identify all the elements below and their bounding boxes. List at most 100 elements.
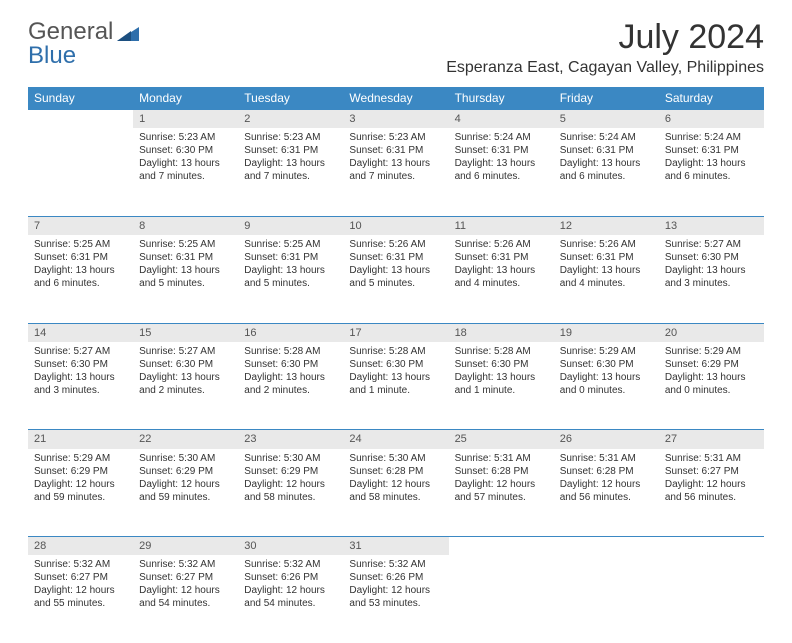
daylight-text: Daylight: 13 hours <box>349 157 442 170</box>
day-content-cell: Sunrise: 5:32 AMSunset: 6:27 PMDaylight:… <box>133 555 238 643</box>
day-content-cell: Sunrise: 5:24 AMSunset: 6:31 PMDaylight:… <box>659 128 764 216</box>
sunrise-text: Sunrise: 5:29 AM <box>560 345 653 358</box>
day-content-cell: Sunrise: 5:28 AMSunset: 6:30 PMDaylight:… <box>449 342 554 430</box>
sunrise-text: Sunrise: 5:26 AM <box>349 238 442 251</box>
day-number-cell <box>554 537 659 556</box>
day-content-row: Sunrise: 5:32 AMSunset: 6:27 PMDaylight:… <box>28 555 764 643</box>
day-number-cell: 26 <box>554 430 659 449</box>
day-number-cell: 15 <box>133 323 238 342</box>
day-number-cell <box>659 537 764 556</box>
day-content-cell: Sunrise: 5:25 AMSunset: 6:31 PMDaylight:… <box>133 235 238 323</box>
sunrise-text: Sunrise: 5:31 AM <box>665 452 758 465</box>
day-content-cell: Sunrise: 5:25 AMSunset: 6:31 PMDaylight:… <box>28 235 133 323</box>
sunset-text: Sunset: 6:29 PM <box>34 465 127 478</box>
daylight-text: Daylight: 13 hours <box>560 157 653 170</box>
sunrise-text: Sunrise: 5:26 AM <box>560 238 653 251</box>
daynum-row: 21222324252627 <box>28 430 764 449</box>
daylight-text: and 54 minutes. <box>139 597 232 610</box>
daylight-text: Daylight: 12 hours <box>349 478 442 491</box>
sunrise-text: Sunrise: 5:30 AM <box>349 452 442 465</box>
daylight-text: and 6 minutes. <box>34 277 127 290</box>
day-number-cell: 24 <box>343 430 448 449</box>
day-number-cell: 12 <box>554 216 659 235</box>
sunset-text: Sunset: 6:31 PM <box>244 251 337 264</box>
daylight-text: Daylight: 13 hours <box>244 157 337 170</box>
sunrise-text: Sunrise: 5:28 AM <box>244 345 337 358</box>
daylight-text: Daylight: 13 hours <box>665 371 758 384</box>
daylight-text: and 3 minutes. <box>665 277 758 290</box>
daylight-text: Daylight: 12 hours <box>665 478 758 491</box>
daylight-text: Daylight: 13 hours <box>455 264 548 277</box>
weekday-header: Thursday <box>449 87 554 110</box>
day-content-cell: Sunrise: 5:32 AMSunset: 6:26 PMDaylight:… <box>343 555 448 643</box>
day-content-cell: Sunrise: 5:24 AMSunset: 6:31 PMDaylight:… <box>449 128 554 216</box>
day-content-cell <box>659 555 764 643</box>
daylight-text: and 0 minutes. <box>560 384 653 397</box>
logo-triangle-icon <box>117 23 139 41</box>
day-content-cell: Sunrise: 5:27 AMSunset: 6:30 PMDaylight:… <box>659 235 764 323</box>
sunset-text: Sunset: 6:31 PM <box>349 251 442 264</box>
daylight-text: Daylight: 12 hours <box>244 478 337 491</box>
weekday-header: Friday <box>554 87 659 110</box>
day-number-cell: 3 <box>343 110 448 129</box>
day-number-cell: 16 <box>238 323 343 342</box>
day-number-cell: 17 <box>343 323 448 342</box>
sunrise-text: Sunrise: 5:28 AM <box>455 345 548 358</box>
weekday-header: Wednesday <box>343 87 448 110</box>
sunset-text: Sunset: 6:30 PM <box>665 251 758 264</box>
day-content-cell: Sunrise: 5:30 AMSunset: 6:29 PMDaylight:… <box>133 449 238 537</box>
day-content-cell: Sunrise: 5:23 AMSunset: 6:31 PMDaylight:… <box>343 128 448 216</box>
sunset-text: Sunset: 6:27 PM <box>139 571 232 584</box>
daylight-text: and 56 minutes. <box>560 491 653 504</box>
daylight-text: and 6 minutes. <box>455 170 548 183</box>
daylight-text: and 1 minute. <box>455 384 548 397</box>
daylight-text: Daylight: 12 hours <box>455 478 548 491</box>
day-number-cell: 25 <box>449 430 554 449</box>
weekday-header: Monday <box>133 87 238 110</box>
title-block: July 2024 Esperanza East, Cagayan Valley… <box>446 18 764 77</box>
weekday-header: Tuesday <box>238 87 343 110</box>
daylight-text: and 0 minutes. <box>665 384 758 397</box>
day-content-cell: Sunrise: 5:27 AMSunset: 6:30 PMDaylight:… <box>28 342 133 430</box>
sunset-text: Sunset: 6:28 PM <box>455 465 548 478</box>
day-number-cell: 29 <box>133 537 238 556</box>
sunrise-text: Sunrise: 5:30 AM <box>244 452 337 465</box>
sunrise-text: Sunrise: 5:28 AM <box>349 345 442 358</box>
daylight-text: and 1 minute. <box>349 384 442 397</box>
day-content-cell: Sunrise: 5:26 AMSunset: 6:31 PMDaylight:… <box>343 235 448 323</box>
daylight-text: Daylight: 13 hours <box>560 264 653 277</box>
sunrise-text: Sunrise: 5:23 AM <box>244 131 337 144</box>
sunrise-text: Sunrise: 5:23 AM <box>349 131 442 144</box>
sunrise-text: Sunrise: 5:32 AM <box>139 558 232 571</box>
location-text: Esperanza East, Cagayan Valley, Philippi… <box>446 59 764 77</box>
day-number-cell: 7 <box>28 216 133 235</box>
day-content-cell <box>449 555 554 643</box>
daylight-text: Daylight: 13 hours <box>455 157 548 170</box>
day-number-cell: 18 <box>449 323 554 342</box>
daylight-text: Daylight: 12 hours <box>560 478 653 491</box>
page-header: General July 2024 Esperanza East, Cagaya… <box>0 0 792 81</box>
sunset-text: Sunset: 6:27 PM <box>665 465 758 478</box>
day-content-cell: Sunrise: 5:31 AMSunset: 6:28 PMDaylight:… <box>449 449 554 537</box>
sunset-text: Sunset: 6:31 PM <box>349 144 442 157</box>
sunset-text: Sunset: 6:30 PM <box>244 358 337 371</box>
daylight-text: Daylight: 12 hours <box>34 584 127 597</box>
weekday-header: Sunday <box>28 87 133 110</box>
day-content-cell: Sunrise: 5:28 AMSunset: 6:30 PMDaylight:… <box>343 342 448 430</box>
day-content-cell: Sunrise: 5:27 AMSunset: 6:30 PMDaylight:… <box>133 342 238 430</box>
sunrise-text: Sunrise: 5:24 AM <box>560 131 653 144</box>
day-number-cell: 8 <box>133 216 238 235</box>
day-content-cell: Sunrise: 5:31 AMSunset: 6:27 PMDaylight:… <box>659 449 764 537</box>
sunset-text: Sunset: 6:31 PM <box>455 144 548 157</box>
daylight-text: and 7 minutes. <box>139 170 232 183</box>
daylight-text: and 59 minutes. <box>139 491 232 504</box>
daylight-text: Daylight: 13 hours <box>349 371 442 384</box>
sunset-text: Sunset: 6:26 PM <box>244 571 337 584</box>
sunset-text: Sunset: 6:26 PM <box>349 571 442 584</box>
sunset-text: Sunset: 6:27 PM <box>34 571 127 584</box>
daylight-text: and 7 minutes. <box>349 170 442 183</box>
calendar-table: Sunday Monday Tuesday Wednesday Thursday… <box>28 87 764 643</box>
day-content-cell <box>554 555 659 643</box>
sunset-text: Sunset: 6:30 PM <box>34 358 127 371</box>
weekday-header: Saturday <box>659 87 764 110</box>
